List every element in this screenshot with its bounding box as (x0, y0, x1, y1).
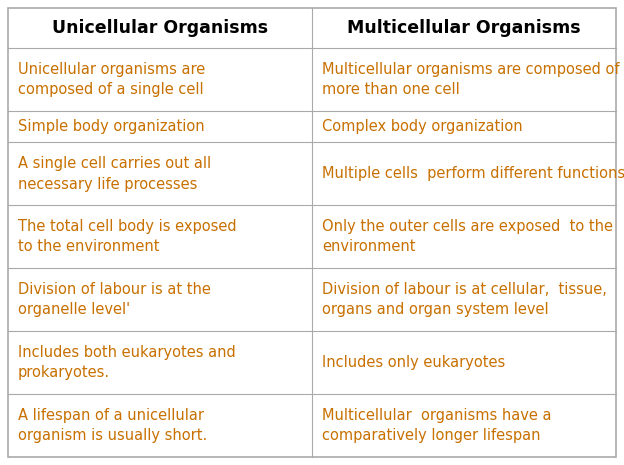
Text: Division of labour is at the
organelle level': Division of labour is at the organelle l… (18, 282, 211, 318)
Text: Includes both eukaryotes and
prokaryotes.: Includes both eukaryotes and prokaryotes… (18, 345, 236, 380)
Text: Division of labour is at cellular,  tissue,
organs and organ system level: Division of labour is at cellular, tissu… (322, 282, 607, 318)
Text: A single cell carries out all
necessary life processes: A single cell carries out all necessary … (18, 156, 211, 192)
Text: A lifespan of a unicellular
organism is usually short.: A lifespan of a unicellular organism is … (18, 408, 207, 443)
Text: The total cell body is exposed
to the environment: The total cell body is exposed to the en… (18, 219, 236, 254)
Text: Multicellular Organisms: Multicellular Organisms (347, 19, 581, 37)
Text: Complex body organization: Complex body organization (322, 119, 523, 134)
Text: Multiple cells  perform different functions: Multiple cells perform different functio… (322, 166, 624, 181)
Text: Multicellular  organisms have a
comparatively longer lifespan: Multicellular organisms have a comparati… (322, 408, 552, 443)
Text: Includes only eukaryotes: Includes only eukaryotes (322, 355, 505, 370)
Text: Simple body organization: Simple body organization (18, 119, 205, 134)
Text: Multicellular organisms are composed of
more than one cell: Multicellular organisms are composed of … (322, 62, 620, 97)
Text: Only the outer cells are exposed  to the
environment: Only the outer cells are exposed to the … (322, 219, 613, 254)
Text: Unicellular Organisms: Unicellular Organisms (52, 19, 268, 37)
Text: Unicellular organisms are
composed of a single cell: Unicellular organisms are composed of a … (18, 62, 205, 97)
